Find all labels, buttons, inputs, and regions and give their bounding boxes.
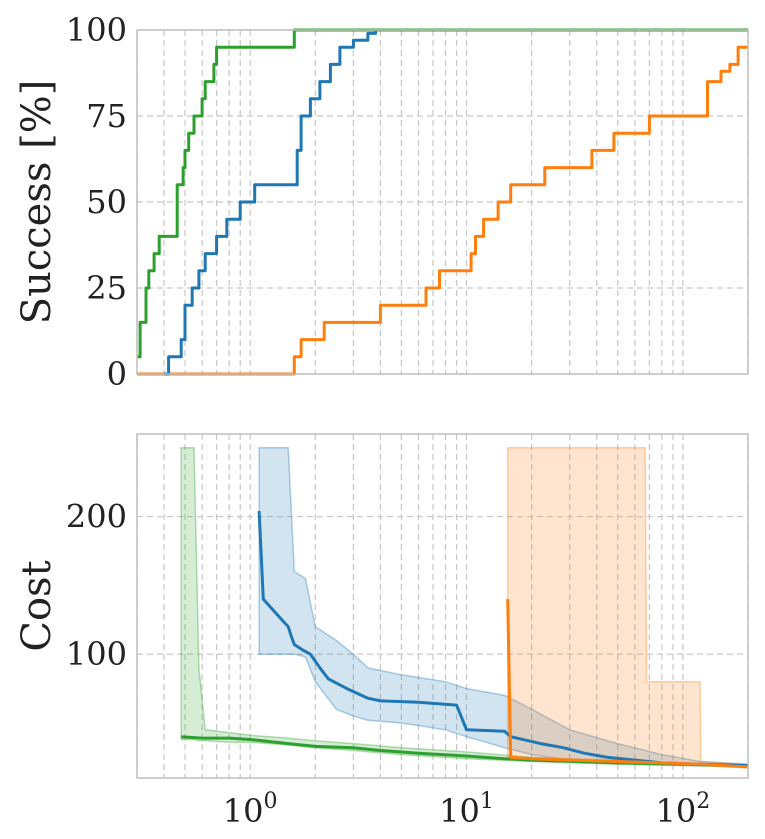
cost-series-line-2 — [506, 599, 749, 769]
success-series-line-1 — [164, 28, 748, 376]
cost-x-tick-labels: 100 101 102 — [223, 789, 710, 830]
cost-panel: 100 200 100 101 102 Cost — [14, 433, 749, 830]
success-series-line-2 — [137, 45, 748, 376]
cost-x-tick-label: 102 — [656, 789, 711, 830]
cost-y-tick-label: 100 — [66, 635, 127, 673]
cost-series-line-1 — [257, 511, 749, 768]
success-y-tick-label: 100 — [66, 11, 127, 49]
success-series-line-0 — [137, 28, 748, 359]
success-y-tick-label: 25 — [86, 269, 127, 307]
success-series — [137, 28, 748, 376]
success-y-tick-label: 50 — [86, 183, 127, 221]
cost-y-tick-labels: 100 200 — [66, 498, 127, 674]
cost-series — [181, 511, 749, 769]
success-plot-frame — [136, 29, 749, 375]
success-y-tick-label: 75 — [86, 97, 127, 135]
cost-x-tick-label: 101 — [439, 789, 494, 830]
success-panel: 0 25 50 75 100 Success [%] — [14, 11, 749, 393]
cost-y-tick-label: 200 — [66, 498, 127, 536]
cost-x-tick-label: 100 — [223, 789, 278, 830]
cost-plot-area — [137, 434, 748, 778]
cost-plot-frame — [136, 433, 749, 779]
success-y-axis-label: Success [%] — [14, 80, 60, 325]
cost-y-axis-label: Cost — [14, 560, 60, 651]
success-y-tick-label: 0 — [107, 355, 127, 393]
success-y-tick-labels: 0 25 50 75 100 — [66, 11, 127, 393]
